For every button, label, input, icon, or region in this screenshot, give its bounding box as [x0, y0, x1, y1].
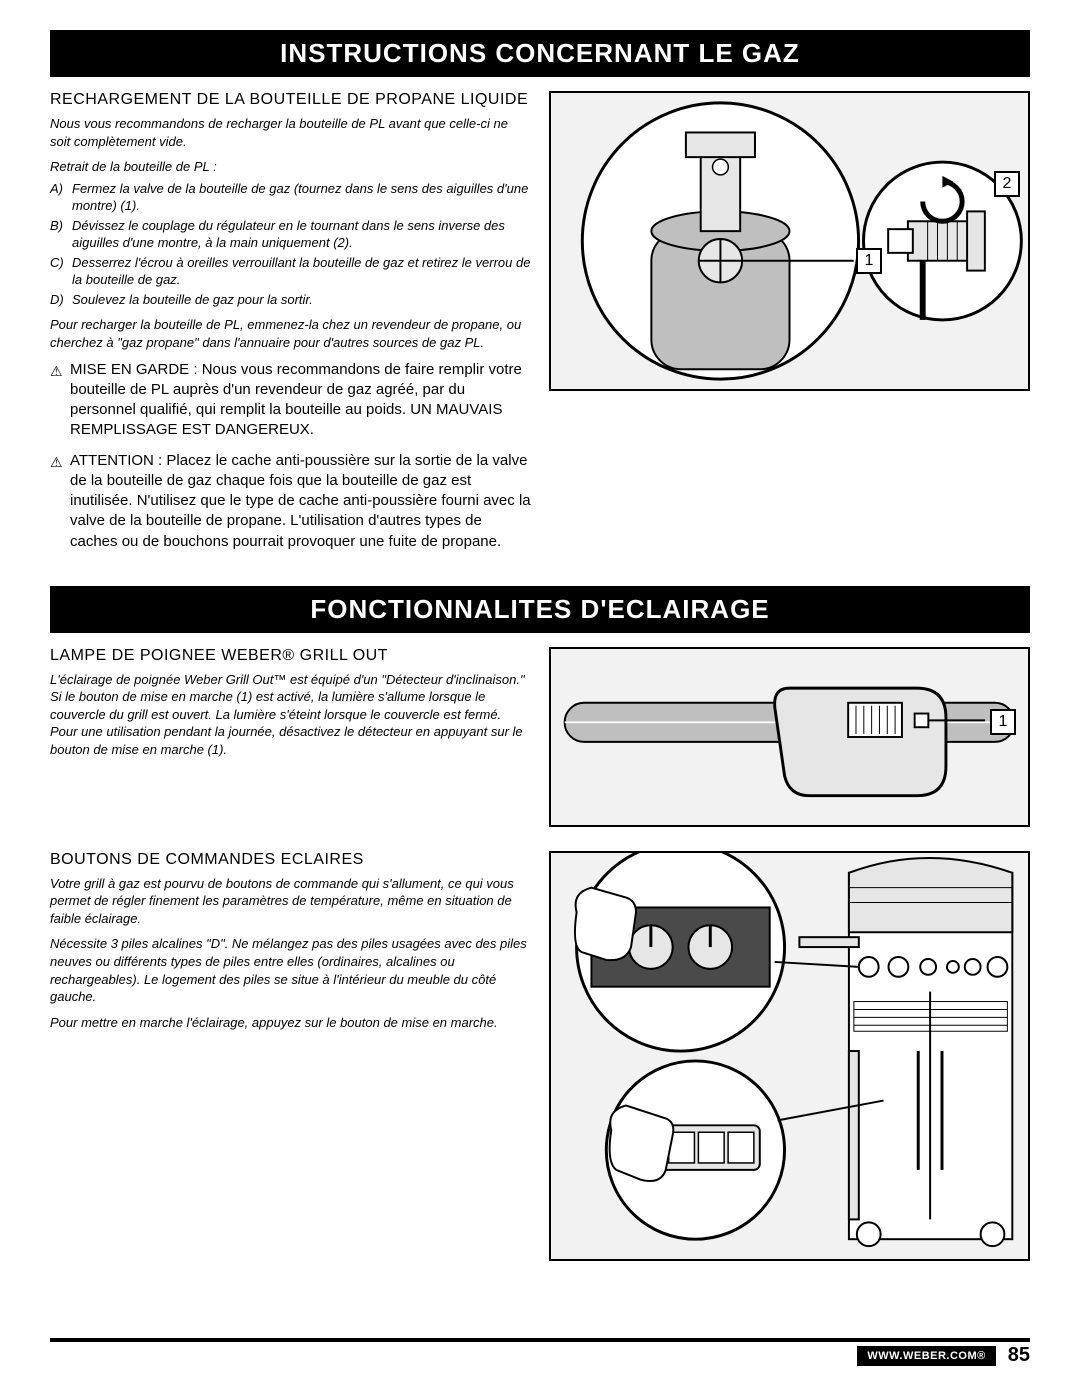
propane-tank-diagram: 1 2: [549, 91, 1030, 391]
warning-mise-en-garde: ⚠ MISE EN GARDE : Nous vous recommandons…: [50, 360, 531, 441]
knobs-para2: Nécessite 3 piles alcalines "D". Ne méla…: [50, 935, 531, 1005]
gas-subheading: RECHARGEMENT DE LA BOUTEILLE DE PROPANE …: [50, 91, 531, 109]
gas-text-column: RECHARGEMENT DE LA BOUTEILLE DE PROPANE …: [50, 91, 531, 562]
handle-lamp-svg: [551, 649, 1028, 825]
section-header-lighting: FONCTIONNALITES D'ECLAIRAGE: [50, 586, 1030, 633]
retrait-title: Retrait de la bouteille de PL :: [50, 158, 531, 176]
retrait-steps: A)Fermez la valve de la bouteille de gaz…: [50, 180, 531, 309]
footer-url: WWW.WEBER.COM®: [857, 1346, 995, 1366]
step-d: D)Soulevez la bouteille de gaz pour la s…: [72, 291, 531, 309]
step-c: C)Desserrez l'écrou à oreilles verrouill…: [72, 254, 531, 289]
warning-icon: ⚠: [50, 362, 63, 381]
propane-tank-svg: [551, 93, 1028, 389]
warning2-label: ATTENTION :: [70, 452, 162, 469]
lamp-callout-1: 1: [990, 709, 1016, 735]
step-a: A)Fermez la valve de la bouteille de gaz…: [72, 180, 531, 215]
warning-attention: ⚠ ATTENTION : Placez le cache anti-pouss…: [50, 451, 531, 552]
lamp-row: LAMPE DE POIGNEE WEBER® GRILL OUT L'écla…: [50, 647, 1030, 827]
knobs-para1: Votre grill à gaz est pourvu de boutons …: [50, 875, 531, 928]
knobs-image-column: [549, 851, 1030, 1261]
knobs-row: BOUTONS DE COMMANDES ECLAIRES Votre gril…: [50, 851, 1030, 1261]
gas-image-column: 1 2: [549, 91, 1030, 562]
knobs-heading: BOUTONS DE COMMANDES ECLAIRES: [50, 851, 531, 869]
warning-icon: ⚠: [50, 453, 63, 472]
page-number: 85: [1008, 1344, 1030, 1367]
gas-intro: Nous vous recommandons de recharger la b…: [50, 115, 531, 150]
page-container: INSTRUCTIONS CONCERNANT LE GAZ RECHARGEM…: [0, 0, 1080, 1345]
control-knobs-svg: [551, 853, 1028, 1259]
footer-bar: WWW.WEBER.COM® 85: [50, 1338, 1030, 1367]
step-b: B)Dévissez le couplage du régulateur en …: [72, 217, 531, 252]
knobs-para3: Pour mettre en marche l'éclairage, appuy…: [50, 1014, 531, 1032]
gas-row: RECHARGEMENT DE LA BOUTEILLE DE PROPANE …: [50, 91, 1030, 562]
lamp-paragraph: L'éclairage de poignée Weber Grill Out™ …: [50, 671, 531, 759]
handle-lamp-diagram: 1: [549, 647, 1030, 827]
lamp-text-column: LAMPE DE POIGNEE WEBER® GRILL OUT L'écla…: [50, 647, 531, 827]
recharge-para: Pour recharger la bouteille de PL, emmen…: [50, 316, 531, 351]
section-header-gas: INSTRUCTIONS CONCERNANT LE GAZ: [50, 30, 1030, 77]
lamp-image-column: 1: [549, 647, 1030, 827]
warning1-label: MISE EN GARDE :: [70, 361, 198, 378]
lamp-heading: LAMPE DE POIGNEE WEBER® GRILL OUT: [50, 647, 531, 665]
control-knobs-diagram: [549, 851, 1030, 1261]
callout-1: 1: [856, 248, 882, 274]
knobs-text-column: BOUTONS DE COMMANDES ECLAIRES Votre gril…: [50, 851, 531, 1261]
callout-2: 2: [994, 171, 1020, 197]
